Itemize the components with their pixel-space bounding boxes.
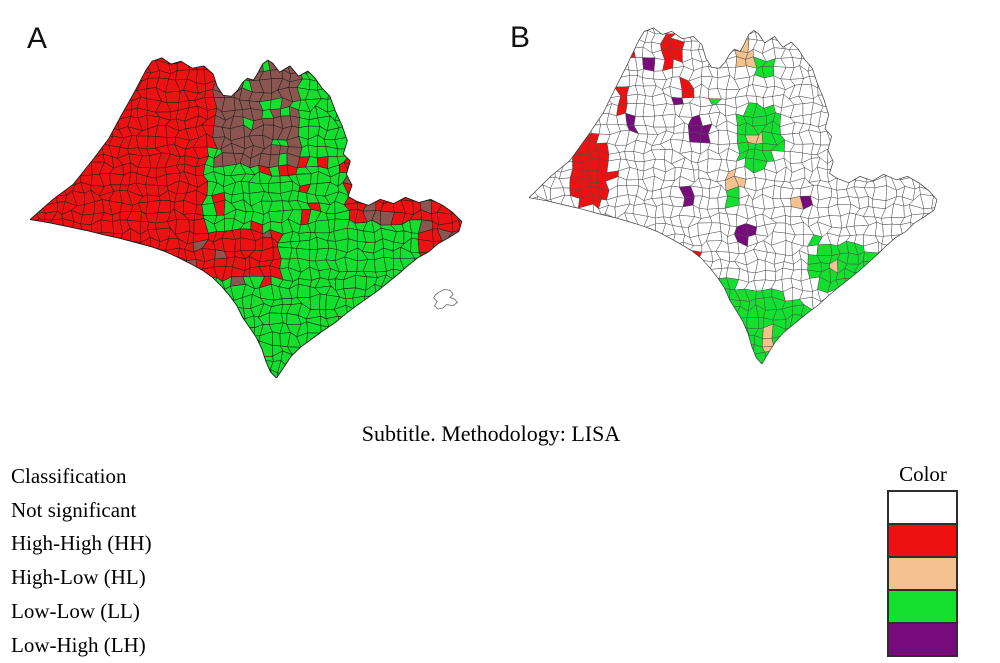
legend-item-low-low: Low-Low (LL) <box>11 598 140 623</box>
panel-a-label: A <box>27 22 48 55</box>
legend-color-swatch-green <box>887 589 958 624</box>
legend-color-swatch-peach <box>887 556 958 591</box>
legend-item-high-low: High-Low (HL) <box>11 565 146 590</box>
legend-color-swatch-red <box>887 523 958 558</box>
legend-color-swatch-white <box>887 490 958 525</box>
legend-classification-column: Classification Not significant High-High… <box>11 460 152 662</box>
legend-item-not-significant: Not significant <box>11 497 137 522</box>
legend-color-swatch-column <box>887 490 958 657</box>
legend-item-high-high: High-High (HH) <box>11 531 152 556</box>
panel-b-label: B <box>510 21 531 54</box>
legend-color-swatch-purple <box>887 622 958 657</box>
figure-subtitle: Subtitle. Methodology: LISA <box>361 421 621 446</box>
choropleth-map-b <box>529 27 938 364</box>
legend-classification-header: Classification <box>11 464 127 488</box>
choropleth-map-a <box>30 57 463 378</box>
legend-item-low-high: Low-High (LH) <box>11 632 146 657</box>
offshore-island-outline <box>433 288 459 310</box>
legend-color-header: Color <box>899 462 947 486</box>
